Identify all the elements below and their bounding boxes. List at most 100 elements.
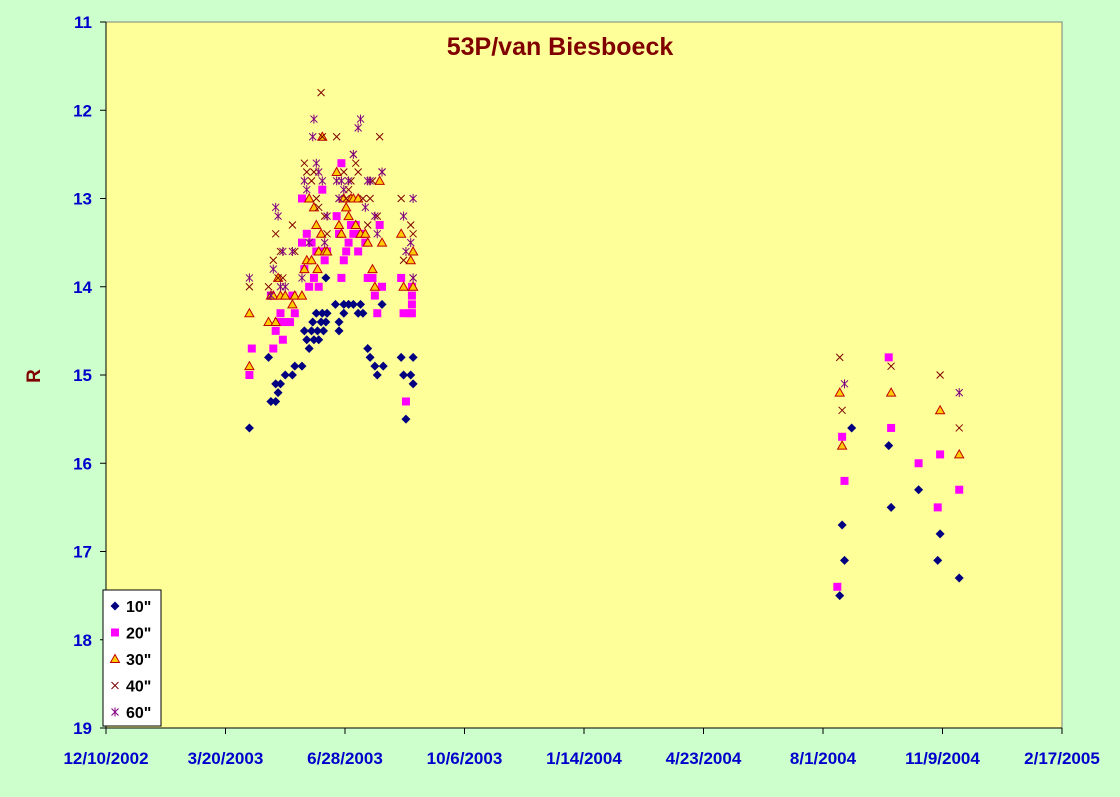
data-point bbox=[397, 273, 406, 282]
data-point bbox=[276, 309, 285, 318]
data-point bbox=[308, 201, 320, 212]
data-point bbox=[288, 221, 297, 229]
data-point bbox=[356, 114, 365, 124]
data-point bbox=[346, 220, 355, 229]
data-point bbox=[322, 308, 332, 318]
x-axis-ticks: 12/10/2002 3/20/2003 6/28/2003 10/6/2003 1/1… bbox=[63, 728, 1100, 768]
data-point bbox=[263, 316, 274, 327]
data-point bbox=[407, 281, 419, 291]
data-point bbox=[833, 582, 842, 591]
data-point bbox=[348, 299, 358, 309]
data-point bbox=[314, 203, 323, 212]
data-point bbox=[353, 308, 363, 318]
data-point bbox=[302, 168, 311, 176]
data-point bbox=[309, 273, 318, 282]
data-point bbox=[370, 291, 379, 300]
data-point bbox=[955, 424, 964, 432]
data-point bbox=[287, 370, 297, 380]
data-point bbox=[378, 361, 388, 371]
data-point bbox=[271, 202, 280, 212]
data-point bbox=[339, 168, 348, 176]
data-point bbox=[315, 228, 327, 238]
data-point bbox=[352, 192, 364, 203]
data-point bbox=[886, 502, 896, 512]
data-point bbox=[310, 219, 322, 229]
y-tick-label: 17 bbox=[73, 543, 92, 562]
data-point bbox=[302, 229, 311, 238]
data-point bbox=[321, 273, 331, 283]
data-point bbox=[309, 335, 319, 345]
data-point bbox=[279, 246, 287, 256]
data-point bbox=[934, 404, 946, 415]
data-point bbox=[356, 299, 366, 309]
data-point bbox=[408, 352, 418, 362]
data-point bbox=[290, 309, 299, 318]
data-point bbox=[914, 459, 923, 468]
data-point bbox=[374, 175, 386, 185]
data-point bbox=[837, 520, 847, 530]
data-point bbox=[314, 167, 323, 177]
data-points bbox=[244, 88, 965, 601]
data-point bbox=[354, 123, 362, 133]
data-point bbox=[378, 282, 387, 291]
x-tick-label: 8/1/2004 bbox=[790, 749, 857, 768]
data-point bbox=[840, 476, 849, 485]
data-point bbox=[318, 185, 327, 194]
data-point bbox=[305, 282, 314, 291]
data-point bbox=[358, 308, 368, 318]
data-point bbox=[407, 309, 416, 318]
data-point bbox=[266, 396, 276, 406]
data-point bbox=[409, 194, 417, 203]
data-point bbox=[300, 159, 309, 168]
data-point bbox=[339, 185, 348, 195]
data-point bbox=[311, 308, 321, 318]
data-point bbox=[409, 229, 417, 238]
data-point bbox=[349, 149, 358, 159]
data-point bbox=[271, 326, 280, 335]
data-point bbox=[371, 211, 379, 221]
data-point bbox=[362, 237, 374, 247]
data-point bbox=[303, 192, 315, 203]
data-point bbox=[342, 247, 351, 256]
data-point bbox=[314, 335, 324, 345]
data-point bbox=[354, 168, 362, 176]
data-point bbox=[305, 238, 314, 248]
y-tick-label: 16 bbox=[73, 454, 92, 473]
data-point bbox=[299, 263, 310, 274]
data-point bbox=[366, 194, 374, 203]
data-point bbox=[344, 299, 354, 309]
data-point bbox=[286, 318, 295, 327]
data-point bbox=[399, 256, 408, 265]
data-point bbox=[302, 185, 311, 195]
legend-marker bbox=[110, 601, 120, 611]
data-point bbox=[936, 371, 944, 379]
y-axis-ticks: 11 12 13 14 15 16 17 18 19 bbox=[73, 13, 106, 738]
data-point bbox=[884, 441, 894, 451]
data-point bbox=[299, 326, 309, 336]
chart-title: 53P/van Biesboeck bbox=[447, 33, 674, 61]
data-point bbox=[307, 176, 316, 185]
data-point bbox=[834, 387, 846, 397]
data-point bbox=[375, 132, 384, 141]
y-tick-label: 18 bbox=[73, 631, 92, 650]
data-point bbox=[321, 245, 333, 256]
data-point bbox=[317, 88, 325, 97]
data-point bbox=[310, 114, 318, 124]
data-point bbox=[350, 219, 362, 229]
x-tick-label: 6/28/2003 bbox=[307, 749, 383, 768]
legend-marker bbox=[111, 628, 119, 637]
data-point bbox=[359, 194, 367, 203]
data-point bbox=[399, 370, 409, 380]
data-point bbox=[368, 273, 377, 282]
y-tick-label: 14 bbox=[73, 278, 92, 297]
data-point bbox=[290, 361, 300, 371]
plot-area bbox=[105, 21, 1063, 729]
legend-marker bbox=[111, 681, 119, 690]
data-point bbox=[340, 201, 352, 212]
data-point bbox=[370, 361, 380, 371]
data-point bbox=[376, 237, 388, 247]
data-point bbox=[320, 238, 329, 248]
data-point bbox=[332, 132, 341, 141]
data-point bbox=[297, 194, 306, 203]
data-point bbox=[838, 432, 847, 441]
